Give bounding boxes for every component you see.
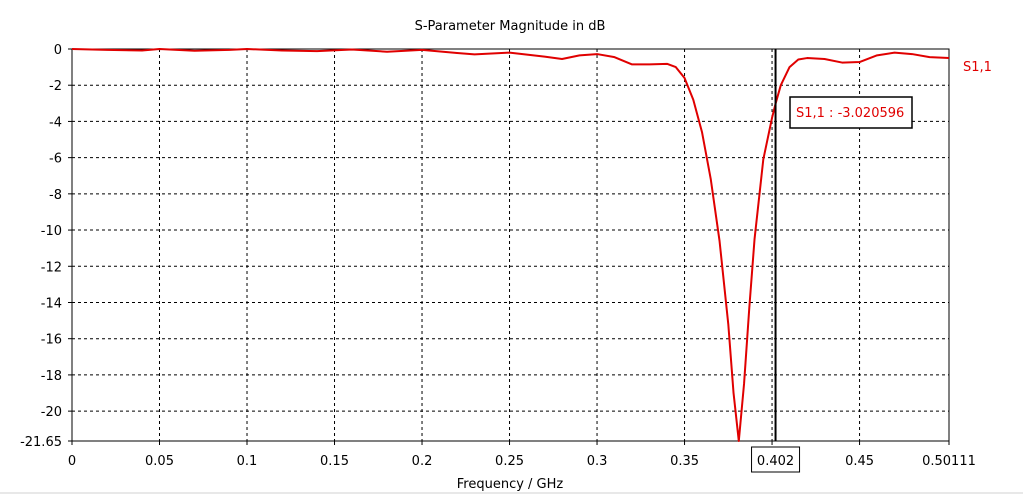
y-tick-label: -16 <box>41 333 62 348</box>
y-tick-label: -6 <box>49 152 62 167</box>
series-layer: S1,1 <box>71 48 992 442</box>
x-tick-label: 0.45 <box>845 454 874 469</box>
y-tick-label: -20 <box>41 405 62 420</box>
marker-x-label: 0.402 <box>757 454 794 469</box>
x-axis-title: Frequency / GHz <box>457 477 564 492</box>
y-tick-label: -14 <box>41 296 62 311</box>
x-tick-label: 0.35 <box>670 454 699 469</box>
y-tick-label: -8 <box>49 188 62 203</box>
x-tick-label: 0 <box>68 454 76 469</box>
series-label-s11: S1,1 <box>963 60 992 75</box>
y-tick-label: -21.65 <box>20 435 62 450</box>
y-axis: 0 -2 -4 -6 -8 -10 -12 -14 -16 -18 -20 -21.65 <box>20 43 72 450</box>
grid-lines <box>72 49 949 441</box>
x-tick-label: 0.3 <box>587 454 608 469</box>
x-tick-label: 0.15 <box>320 454 349 469</box>
y-tick-label: -4 <box>49 115 62 130</box>
y-tick-label: 0 <box>54 43 62 58</box>
y-tick-label: -10 <box>41 224 62 239</box>
plot-area <box>71 48 950 442</box>
y-tick-label: -18 <box>41 369 62 384</box>
series-line-s11 <box>71 48 950 442</box>
marker-x-label-box <box>751 446 801 473</box>
marker-layer: S1,1 : -3.020596 0.402 <box>751 49 913 473</box>
y-tick-label: -2 <box>49 79 62 94</box>
x-axis: 0 0.05 0.1 0.15 0.2 0.25 0.3 0.35 0.45 0.50111 <box>68 441 976 469</box>
y-tick-label: -12 <box>41 260 62 275</box>
x-tick-label: 0.2 <box>412 454 433 469</box>
marker-readout: S1,1 : -3.020596 <box>796 106 904 121</box>
chart-title: S-Parameter Magnitude in dB <box>415 19 606 34</box>
x-tick-label: 0.25 <box>495 454 524 469</box>
x-tick-label: 0.05 <box>145 454 174 469</box>
x-tick-label: 0.50111 <box>922 454 976 469</box>
marker-readout-box <box>789 96 913 129</box>
x-tick-label: 0.1 <box>237 454 258 469</box>
